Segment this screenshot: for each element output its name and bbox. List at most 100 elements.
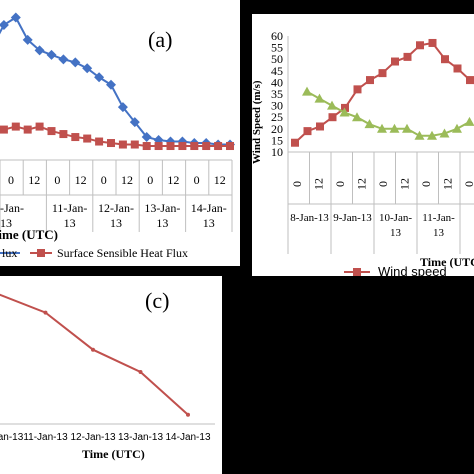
series-a1-point	[71, 133, 80, 142]
series-a1-point	[95, 137, 104, 146]
series-a1-point	[154, 142, 163, 151]
series-b0-line	[294, 41, 474, 144]
panel-c-x-tick-label: 11-Jan-13	[23, 432, 68, 443]
panel-b-y-tick-label: 60	[271, 29, 283, 43]
series-a0-point	[141, 132, 152, 143]
panel-b-y-tick-label: 55	[271, 41, 283, 55]
series-b1-point	[377, 123, 387, 133]
panel-b-y-tick-label: 30	[271, 99, 283, 113]
panel-a-tick-label: 12	[167, 173, 179, 187]
series-b0-point	[441, 55, 449, 64]
panel-b-date-label: 9-Jan-13	[333, 212, 372, 224]
series-a1-point	[11, 122, 20, 131]
series-b0-point	[416, 41, 424, 50]
series-b1-point	[464, 116, 474, 126]
series-a1-point	[130, 140, 139, 149]
panel-b-date-label: 11-Jan-	[422, 212, 455, 224]
series-a0-point	[129, 117, 140, 128]
panel-c-x-tick-label: 12-Jan-13	[70, 432, 115, 443]
series-c0-point	[138, 370, 143, 374]
panel-a-xlabel: Time (UTC)	[0, 227, 58, 242]
series-b0-point	[403, 52, 412, 61]
series-a1-point	[47, 127, 56, 136]
series-a0-point	[22, 34, 33, 45]
panel-b-tick-label: 12	[355, 178, 369, 190]
series-a1-point	[0, 125, 8, 134]
series-b1-point	[302, 86, 312, 96]
panel-b-date-label-year: 13	[390, 227, 402, 239]
panel-a-date-label: 13-Jan-	[144, 201, 180, 215]
panel-a-tick-label: 12	[214, 173, 226, 187]
series-b1-point	[327, 100, 337, 110]
legend-marker-wind	[353, 268, 361, 276]
series-b1-point	[427, 130, 437, 140]
chart-c-svg: (c) Jan-1311-Jan-1312-Jan-1313-Jan-1314-…	[0, 288, 215, 461]
panel-a-tick-label: 0	[101, 173, 107, 187]
series-a0-point	[0, 19, 9, 30]
series-a0-point	[46, 49, 57, 60]
series-a1-point	[83, 134, 92, 143]
series-b0-point	[291, 138, 299, 147]
panel-c-label: (c)	[145, 288, 169, 313]
panel-b-ylabel: Wind Speed (m/s)	[252, 80, 263, 164]
chart-panel-a: (a) 0 12 0 12 0 12 0 12 0 12 -Jan- 13 11-Jan- 13 12-Ja…	[0, 0, 240, 266]
panel-a-tick-label: 0	[54, 173, 60, 187]
series-a1-point	[202, 142, 211, 151]
panel-a-tick-label: 12	[121, 173, 133, 187]
panel-a-date-label-year: 13	[156, 216, 168, 230]
panel-b-y-tick-label: 45	[271, 64, 283, 78]
legend-label-shf: Surface Sensible Heat Flux	[57, 246, 188, 260]
series-a1-point	[142, 142, 151, 151]
series-b1-point	[389, 123, 400, 133]
series-a1-point	[107, 139, 115, 148]
series-b0-point	[353, 85, 362, 94]
series-b0-point	[428, 38, 437, 47]
panel-b-tick-label: 12	[441, 178, 455, 190]
panel-b-tick-label: 0	[419, 181, 433, 187]
series-a1-point	[35, 122, 44, 131]
series-c0-point	[186, 412, 190, 417]
panel-b-y-tick-label: 15	[271, 133, 283, 147]
series-b0-point	[453, 64, 462, 73]
series-a1-point	[178, 142, 187, 151]
panel-a-tick-label: 12	[28, 173, 40, 187]
panel-a-tick-label: 0	[147, 173, 153, 187]
panel-a-tick-label: 12	[75, 173, 87, 187]
panel-b-tick-label: 12	[312, 178, 326, 190]
panel-a-date-label-year: 13	[64, 216, 76, 230]
series-a0-point	[94, 72, 105, 83]
series-a0-line	[0, 16, 230, 146]
panel-b-tick-label: 0	[462, 181, 474, 187]
chart-panel-c: (c) Jan-1311-Jan-1312-Jan-1313-Jan-1314-…	[0, 276, 222, 474]
panel-b-xlabel: Time (UTC	[420, 255, 474, 269]
series-b0-point	[341, 103, 349, 112]
chart-a-svg: (a) 0 12 0 12 0 12 0 12 0 12-Jan-1311-Jan-1312-Ja…	[0, 12, 235, 260]
panel-b-y-tick-label: 10	[271, 145, 283, 159]
series-b1-point	[402, 123, 412, 133]
series-b1-point	[339, 107, 350, 117]
series-a0-point	[82, 63, 93, 74]
panel-a-tick-label: 0	[8, 173, 14, 187]
panel-b-tick-label: 12	[398, 178, 412, 190]
panel-b-date-label-year: 13	[433, 227, 445, 239]
series-b1-point	[352, 112, 362, 122]
series-b1-point	[452, 123, 462, 133]
series-b0-point	[328, 113, 337, 122]
panel-b-tick-label: 0	[290, 181, 304, 187]
panel-b-tick-label: 0	[333, 181, 347, 187]
panel-b-y-tick-label: 35	[271, 87, 283, 101]
series-a1-point	[166, 142, 175, 151]
panel-a-date-label-year: 13	[203, 216, 215, 230]
series-a0-point	[34, 45, 45, 56]
series-b0-point	[391, 57, 399, 66]
series-b0-point	[303, 127, 312, 136]
panel-a-date-label: -Jan-	[0, 201, 24, 215]
panel-b-y-tick-label: 40	[271, 75, 283, 89]
series-b1-point	[414, 130, 425, 140]
panel-c-x-tick-label: 14-Jan-13	[165, 432, 210, 443]
series-a0-point	[58, 54, 69, 65]
series-b0-point	[316, 122, 324, 131]
series-c0-point	[91, 347, 95, 352]
